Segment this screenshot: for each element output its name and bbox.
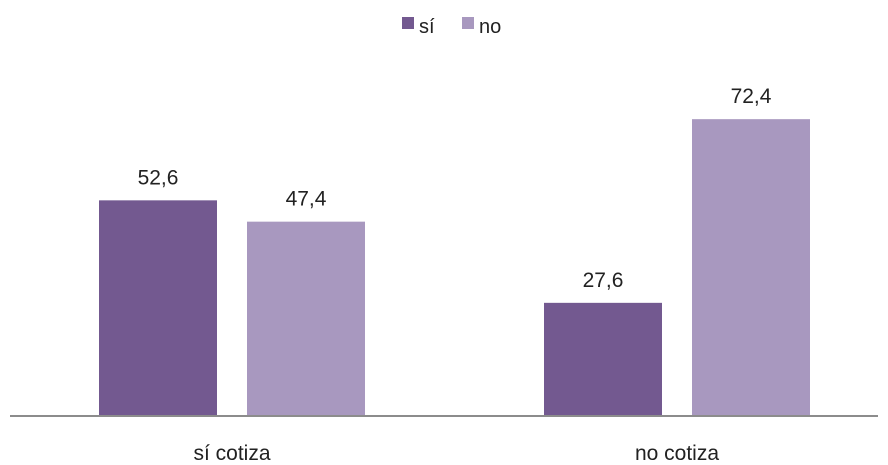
x-axis-tick-labels: sí cotiza no cotiza — [193, 442, 719, 465]
bar-no-cotiza-si — [544, 302, 662, 416]
bar-no-cotiza-no — [692, 119, 810, 416]
value-label-no-cotiza-si: 27,6 — [583, 269, 624, 292]
legend-label-si: sí — [419, 16, 435, 38]
bar-si-cotiza-si — [99, 200, 217, 416]
legend: sí no — [402, 16, 501, 38]
legend-label-no: no — [479, 16, 501, 38]
value-label-no-cotiza-no: 72,4 — [731, 85, 772, 108]
legend-swatch-si — [402, 17, 414, 29]
value-label-si-cotiza-si: 52,6 — [138, 166, 179, 189]
bars — [99, 119, 810, 416]
value-labels: 52,6 47,4 27,6 72,4 — [138, 85, 772, 292]
legend-swatch-no — [462, 17, 474, 29]
x-tick-label-si-cotiza: sí cotiza — [193, 442, 270, 465]
x-tick-label-no-cotiza: no cotiza — [635, 442, 719, 465]
bar-si-cotiza-no — [247, 221, 365, 416]
value-label-si-cotiza-no: 47,4 — [286, 188, 327, 211]
